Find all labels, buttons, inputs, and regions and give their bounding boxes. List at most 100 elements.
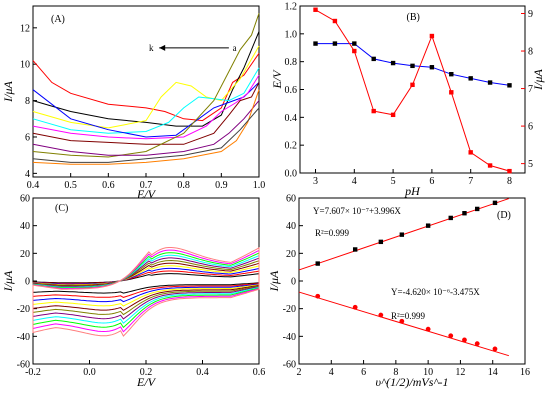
y-left-tick-label: 1.2 xyxy=(285,2,298,13)
series-line xyxy=(32,31,260,127)
data-point xyxy=(462,337,467,343)
y-tick-label: 8 xyxy=(25,96,30,107)
data-point xyxy=(492,346,498,352)
arrow-head xyxy=(159,44,166,51)
data-point xyxy=(425,223,431,228)
data-point xyxy=(399,232,405,237)
series-line xyxy=(32,82,260,138)
y-left-tick-label: 0.8 xyxy=(285,57,298,68)
data-point xyxy=(352,247,358,252)
y-right-tick-label: 6 xyxy=(528,122,533,133)
panel-label: (B) xyxy=(407,12,420,23)
data-point xyxy=(390,60,396,66)
data-point xyxy=(378,239,384,245)
data-point xyxy=(474,341,480,347)
y-left-tick-label: 0.4 xyxy=(285,113,298,124)
x-tick-label: 0.8 xyxy=(177,180,190,191)
y-right-tick-label: 5 xyxy=(528,159,533,170)
y-right-tick-label: 8 xyxy=(528,47,533,58)
y-tick-label: -40 xyxy=(17,332,30,343)
y-right-tick-label: 9 xyxy=(528,9,533,20)
series-line xyxy=(32,107,260,163)
x-axis-label: pH xyxy=(404,184,421,198)
x-tick-label: 0.4 xyxy=(196,367,209,378)
data-point xyxy=(332,18,338,24)
annotation-start: k xyxy=(149,43,154,53)
x-axis-label: E/V xyxy=(136,375,157,389)
data-point xyxy=(468,76,473,81)
y-right-tick-label: 7 xyxy=(528,84,533,95)
data-point xyxy=(378,312,384,318)
y-tick-label: -60 xyxy=(283,360,296,371)
data-point xyxy=(429,65,435,70)
y-tick-label: -60 xyxy=(17,360,30,371)
data-point xyxy=(448,215,453,221)
panel-a: 0.4 0.5 0.6 0.7 0.8 0.9 1.0 4 6 8 10 12 E/V I/μA (A) k a xyxy=(1,5,265,201)
data-point xyxy=(313,41,318,46)
panel-b-frame xyxy=(299,5,526,174)
data-point xyxy=(399,318,405,324)
series-line xyxy=(315,9,510,172)
data-point xyxy=(507,168,512,174)
data-point xyxy=(449,90,454,95)
y-tick-label: 40 xyxy=(20,221,30,232)
data-point xyxy=(487,80,493,85)
y-tick-label: -40 xyxy=(283,332,296,343)
data-point xyxy=(487,163,493,168)
x-tick-label: 7 xyxy=(468,176,473,187)
series-line xyxy=(32,89,260,165)
y-axis-label: I/μA xyxy=(1,270,15,292)
panel-b: 3 4 5 6 7 8 0.0 0.2 0.4 0.6 0.8 1.0 1.2 5 6 7 8 9 pH E/V I/μ… xyxy=(270,2,545,199)
x-tick-label: 6 xyxy=(361,367,366,378)
x-tick-label: 2 xyxy=(297,367,302,378)
panel-c-frame xyxy=(32,197,260,365)
cv-scan xyxy=(32,246,260,337)
data-point xyxy=(468,150,473,155)
y-tick-label: 10 xyxy=(20,60,30,71)
y-axis-label: I/μA xyxy=(267,270,281,292)
data-point xyxy=(352,304,358,310)
y-axis-label: I/μA xyxy=(1,80,15,102)
y-tick-label: 12 xyxy=(20,23,30,34)
data-point xyxy=(371,108,376,114)
data-point xyxy=(352,48,357,54)
y-right-axis-label: I/μA xyxy=(531,68,545,90)
series-line xyxy=(32,100,260,156)
data-point xyxy=(507,83,512,88)
y-tick-label: 60 xyxy=(286,194,296,205)
x-tick-label: 4 xyxy=(329,367,334,378)
y-tick-label: 40 xyxy=(286,221,296,232)
data-point xyxy=(371,56,376,62)
y-left-tick-label: 0.6 xyxy=(285,85,298,96)
panel-d: 2 4 6 8 10 12 14 16 -60 -40 -20 0 20 40 60 υ^(1/2)/mVs^… xyxy=(267,194,530,390)
x-tick-label: -0.2 xyxy=(25,367,41,378)
y-tick-label: 0 xyxy=(291,277,296,288)
data-point xyxy=(448,333,454,339)
equation-anodic: Y=7.607× 10⁻⁷+3.996X xyxy=(313,206,401,216)
data-point xyxy=(425,326,431,332)
y-left-tick-label: 0.2 xyxy=(285,141,298,152)
data-point xyxy=(315,293,321,299)
y-left-tick-label: 1.0 xyxy=(285,29,298,40)
data-point xyxy=(315,261,320,266)
y-tick-label: 0 xyxy=(25,277,30,288)
y-tick-label: -20 xyxy=(17,304,30,315)
series-line xyxy=(32,67,260,134)
x-tick-label: 0.7 xyxy=(140,180,153,191)
data-point xyxy=(449,71,454,77)
annotation-end: a xyxy=(233,43,237,53)
y-tick-label: 20 xyxy=(20,249,30,260)
y-tick-label: 6 xyxy=(25,132,30,143)
y-tick-label: 60 xyxy=(20,194,30,205)
r2-cathodic: R²=0.999 xyxy=(391,311,426,321)
y-tick-label: 20 xyxy=(286,249,296,260)
x-tick-label: 0.5 xyxy=(64,180,77,191)
x-tick-label: 10 xyxy=(423,367,433,378)
fit-line xyxy=(298,291,510,357)
panel-label: (C) xyxy=(55,203,68,214)
data-point xyxy=(410,63,415,69)
series-line xyxy=(32,13,260,158)
data-point xyxy=(429,33,435,39)
x-tick-label: 0.0 xyxy=(83,367,96,378)
x-tick-label: 12 xyxy=(455,367,465,378)
